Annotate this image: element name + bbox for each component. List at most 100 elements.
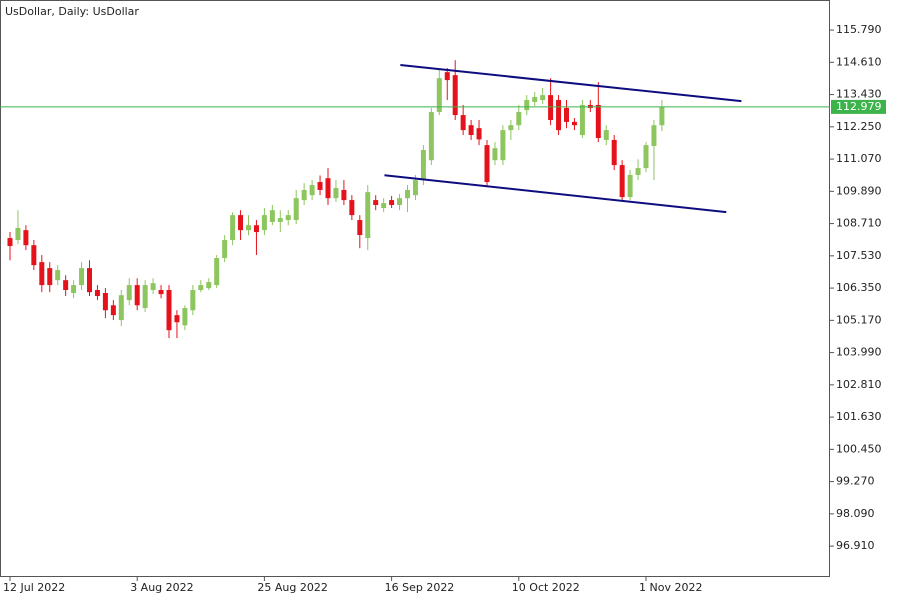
y-tick-label: 105.170 <box>836 313 882 326</box>
candle-body <box>635 168 641 175</box>
y-tick-label: 107.530 <box>836 249 882 262</box>
x-tick-label: 10 Oct 2022 <box>512 581 580 594</box>
y-tick-label: 113.430 <box>836 88 882 101</box>
candle-body <box>23 230 29 246</box>
y-tick-label: 100.450 <box>836 442 882 455</box>
candle-body <box>564 107 569 122</box>
current-price-box <box>831 99 886 114</box>
candle-body <box>659 106 665 126</box>
candle-body <box>365 192 371 239</box>
candle-body <box>325 178 331 199</box>
candle-body <box>349 200 355 216</box>
candle-body <box>301 189 307 201</box>
candle-body <box>524 100 530 111</box>
candle-body <box>309 185 315 196</box>
candle-body <box>516 112 522 126</box>
candle-body <box>627 174 633 198</box>
y-tick-label: 103.990 <box>836 346 882 359</box>
candle-body <box>333 188 339 199</box>
candle-body <box>126 285 132 301</box>
x-tick-label: 1 Nov 2022 <box>639 581 702 594</box>
y-tick-label: 114.610 <box>836 55 882 68</box>
trendline <box>400 64 742 103</box>
candle-body <box>182 308 188 326</box>
y-tick-label: 99.270 <box>836 475 875 488</box>
y-tick-label: 109.890 <box>836 184 882 197</box>
y-tick-label: 101.630 <box>836 410 882 423</box>
candle-body <box>253 225 259 233</box>
x-tick-label: 3 Aug 2022 <box>130 581 193 594</box>
candle-body <box>405 189 410 199</box>
candle-body <box>71 285 77 294</box>
candle-body <box>500 130 506 161</box>
candle-body <box>198 285 204 291</box>
y-tick-label: 108.710 <box>836 217 882 230</box>
candle-body <box>484 145 490 183</box>
candle-body <box>31 245 37 266</box>
candle-body <box>468 125 474 136</box>
current-price-label: 112.979 <box>836 100 882 113</box>
candle-body <box>397 198 403 205</box>
candle-body <box>643 145 649 169</box>
candle-body <box>110 305 116 316</box>
x-tick-label: 25 Aug 2022 <box>257 581 327 594</box>
candle-body <box>134 285 140 306</box>
candle-body <box>651 125 657 146</box>
y-tick-label: 111.070 <box>836 152 882 165</box>
chart-title: UsDollar, Daily: UsDollar <box>5 5 139 18</box>
candle-body <box>55 270 61 281</box>
candle-body <box>293 198 299 221</box>
candle-body <box>548 95 554 120</box>
candle-body <box>452 75 458 116</box>
candle-body <box>94 290 100 297</box>
candle-body <box>492 148 498 161</box>
candle-body <box>460 115 466 131</box>
candle-body <box>277 218 283 222</box>
candle-body <box>39 262 45 286</box>
y-tick-label: 112.250 <box>836 120 882 133</box>
y-tick-label: 96.910 <box>836 539 875 552</box>
candle-body <box>412 180 418 196</box>
candle-body <box>571 121 577 126</box>
y-tick-label: 102.810 <box>836 378 882 391</box>
candle-body <box>508 125 514 131</box>
candle-body <box>238 215 244 231</box>
candle-body <box>63 280 69 291</box>
candle-body <box>222 239 228 259</box>
candle-body <box>532 97 538 102</box>
candle-body <box>428 112 434 161</box>
candle-body <box>158 290 164 295</box>
candle-body <box>214 258 220 286</box>
candle-body <box>540 95 546 101</box>
candle-body <box>341 189 347 201</box>
candle-body <box>174 315 180 323</box>
trendline <box>384 174 727 214</box>
candle-body <box>603 130 609 140</box>
candle-body <box>476 128 482 140</box>
candle-body <box>166 290 172 331</box>
candle-body <box>285 215 291 221</box>
candle-body <box>47 268 53 286</box>
candle-body <box>556 100 562 131</box>
y-tick-label: 106.350 <box>836 281 882 294</box>
candle-body <box>373 200 379 205</box>
candle-body <box>246 225 251 231</box>
candle-body <box>389 200 395 205</box>
candle-body <box>619 165 625 198</box>
candle-body <box>118 295 124 321</box>
candle-body <box>7 238 13 246</box>
candle-body <box>15 227 21 240</box>
candle-body <box>579 104 585 136</box>
candle-body <box>420 150 426 181</box>
y-tick-label: 98.090 <box>836 507 875 520</box>
x-tick-label: 12 Jul 2022 <box>3 581 65 594</box>
candle-body <box>595 104 601 139</box>
candle-body <box>317 182 323 190</box>
candle-body <box>102 293 108 311</box>
candle-body <box>206 282 212 289</box>
y-tick-label: 115.790 <box>836 23 882 36</box>
candle-body <box>261 215 267 231</box>
candle-body <box>381 203 387 209</box>
candle-body <box>611 139 617 166</box>
